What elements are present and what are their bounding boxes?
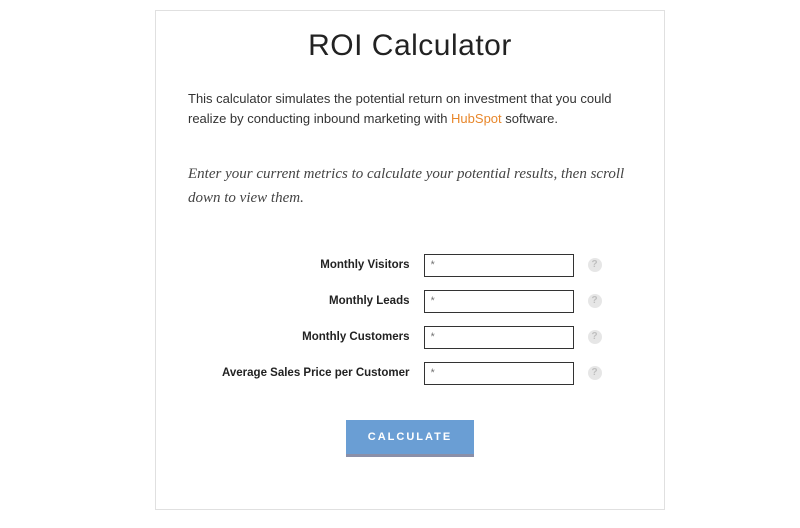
metrics-form: Monthly Visitors ? Monthly Leads ? Month… — [188, 254, 632, 454]
input-monthly-leads[interactable] — [424, 290, 574, 313]
label-avg-sales-price: Average Sales Price per Customer — [219, 367, 424, 379]
intro-suffix: software. — [502, 111, 558, 126]
help-icon[interactable]: ? — [588, 366, 602, 380]
hubspot-link[interactable]: HubSpot — [451, 111, 502, 126]
input-monthly-visitors[interactable] — [424, 254, 574, 277]
row-avg-sales-price: Average Sales Price per Customer ? — [188, 362, 632, 385]
label-monthly-customers: Monthly Customers — [219, 331, 424, 343]
row-monthly-leads: Monthly Leads ? — [188, 290, 632, 313]
label-monthly-leads: Monthly Leads — [219, 295, 424, 307]
row-monthly-visitors: Monthly Visitors ? — [188, 254, 632, 277]
intro-text: This calculator simulates the potential … — [188, 89, 632, 129]
input-avg-sales-price[interactable] — [424, 362, 574, 385]
row-monthly-customers: Monthly Customers ? — [188, 326, 632, 349]
calculate-button[interactable]: CALCULATE — [346, 420, 474, 454]
input-monthly-customers[interactable] — [424, 326, 574, 349]
help-icon[interactable]: ? — [588, 294, 602, 308]
help-icon[interactable]: ? — [588, 258, 602, 272]
roi-calculator-card: ROI Calculator This calculator simulates… — [155, 10, 665, 510]
instruction-text: Enter your current metrics to calculate … — [188, 163, 632, 210]
label-monthly-visitors: Monthly Visitors — [219, 259, 424, 271]
help-icon[interactable]: ? — [588, 330, 602, 344]
page-title: ROI Calculator — [188, 29, 632, 63]
